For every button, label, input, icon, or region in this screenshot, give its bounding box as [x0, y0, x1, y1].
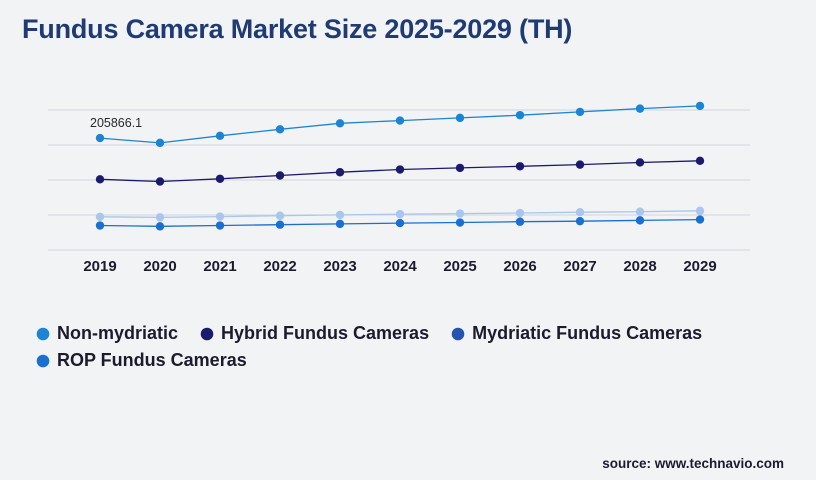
x-tick-label-2022: 2022 [263, 258, 296, 275]
data-point-mydriatic-fundus-cameras-2024 [395, 209, 405, 219]
data-point-rop-fundus-cameras-2024 [395, 218, 405, 228]
series-non-mydriatic [95, 101, 705, 148]
data-point-non-mydriatic-2027 [575, 107, 585, 117]
data-point-rop-fundus-cameras-2023 [335, 219, 345, 229]
x-tick-label-2024: 2024 [383, 258, 417, 275]
x-tick-label-2028: 2028 [623, 258, 656, 275]
legend-label: Mydriatic Fundus Cameras [472, 323, 703, 343]
legend-marker-icon [36, 354, 50, 368]
data-point-hybrid-fundus-cameras-2028 [635, 158, 645, 167]
data-point-rop-fundus-cameras-2028 [635, 216, 645, 225]
legend-marker-icon [200, 327, 214, 341]
data-point-mydriatic-fundus-cameras-2026 [515, 208, 525, 218]
data-point-mydriatic-fundus-cameras-2028 [635, 207, 645, 216]
legend-marker-icon [36, 327, 50, 341]
data-point-hybrid-fundus-cameras-2024 [395, 165, 405, 174]
data-point-mydriatic-fundus-cameras-2027 [575, 208, 585, 217]
data-label-0: 205866.1 [90, 116, 142, 130]
data-labels: 205866.1 [90, 116, 142, 130]
data-point-non-mydriatic-2021 [215, 131, 225, 141]
x-tick-label-2026: 2026 [503, 258, 536, 275]
legend-item-rop-fundus-cameras: ROP Fundus Cameras [36, 349, 247, 372]
data-point-mydriatic-fundus-cameras-2020 [155, 213, 165, 222]
data-point-hybrid-fundus-cameras-2021 [215, 174, 225, 183]
data-point-rop-fundus-cameras-2022 [275, 220, 285, 229]
x-tick-label-2027: 2027 [563, 258, 596, 275]
data-point-rop-fundus-cameras-2020 [155, 222, 165, 231]
data-point-mydriatic-fundus-cameras-2025 [455, 209, 465, 218]
x-tick-label-2021: 2021 [203, 258, 236, 275]
data-point-non-mydriatic-2019 [95, 133, 105, 143]
series-rop-fundus-cameras [95, 215, 705, 231]
x-tick-label-2025: 2025 [443, 258, 476, 275]
data-point-rop-fundus-cameras-2025 [455, 218, 465, 227]
data-point-non-mydriatic-2025 [455, 113, 465, 123]
legend-item-non-mydriatic: Non-mydriatic [36, 322, 178, 345]
data-point-hybrid-fundus-cameras-2025 [455, 163, 465, 173]
data-point-rop-fundus-cameras-2026 [515, 217, 525, 226]
x-tick-label-2029: 2029 [683, 258, 716, 275]
series-hybrid-fundus-cameras [95, 156, 705, 186]
legend-label: Non-mydriatic [57, 323, 179, 343]
data-point-non-mydriatic-2029 [695, 101, 705, 111]
data-point-rop-fundus-cameras-2021 [215, 221, 225, 230]
data-point-hybrid-fundus-cameras-2027 [575, 160, 585, 169]
x-tick-label-2019: 2019 [83, 258, 116, 275]
data-point-non-mydriatic-2026 [515, 110, 525, 120]
data-point-rop-fundus-cameras-2027 [575, 216, 585, 226]
data-point-mydriatic-fundus-cameras-2021 [215, 212, 225, 221]
data-point-hybrid-fundus-cameras-2020 [155, 177, 165, 186]
legend-label: Hybrid Fundus Cameras [221, 323, 430, 343]
data-point-hybrid-fundus-cameras-2029 [695, 156, 705, 166]
data-point-non-mydriatic-2022 [275, 125, 285, 134]
series-layer [95, 101, 705, 231]
data-point-hybrid-fundus-cameras-2023 [335, 168, 345, 177]
legend-item-hybrid-fundus-cameras: Hybrid Fundus Cameras [200, 322, 429, 345]
data-point-non-mydriatic-2023 [335, 119, 345, 128]
data-point-rop-fundus-cameras-2019 [95, 221, 105, 230]
data-point-mydriatic-fundus-cameras-2029 [695, 206, 705, 216]
data-point-non-mydriatic-2020 [155, 138, 165, 148]
x-axis-tick-labels: 2019 2020 2021 2022 2023 2024 2025 2026 2027 2028… [83, 258, 716, 275]
data-point-non-mydriatic-2024 [395, 116, 405, 125]
x-tick-label-2020: 2020 [143, 258, 176, 275]
gridlines [48, 109, 750, 251]
data-point-mydriatic-fundus-cameras-2023 [335, 210, 345, 220]
data-point-non-mydriatic-2028 [635, 104, 645, 113]
legend: Non-mydriatic Hybrid Fundus Cameras Mydria… [36, 322, 776, 372]
data-point-hybrid-fundus-cameras-2026 [515, 162, 525, 171]
data-point-mydriatic-fundus-cameras-2022 [275, 211, 285, 220]
x-tick-label-2023: 2023 [323, 258, 356, 275]
series-mydriatic-fundus-cameras [95, 206, 705, 222]
source-credit: source: www.technavio.com [602, 456, 784, 471]
data-point-hybrid-fundus-cameras-2019 [95, 175, 105, 184]
data-point-mydriatic-fundus-cameras-2019 [95, 212, 105, 222]
data-point-hybrid-fundus-cameras-2022 [275, 171, 285, 180]
chart-title: Fundus Camera Market Size 2025-2029 (TH) [22, 14, 573, 44]
legend-label: ROP Fundus Cameras [57, 350, 247, 370]
legend-item-mydriatic-fundus-cameras: Mydriatic Fundus Cameras [451, 322, 702, 345]
legend-marker-icon [451, 327, 465, 341]
data-point-rop-fundus-cameras-2029 [695, 215, 705, 224]
